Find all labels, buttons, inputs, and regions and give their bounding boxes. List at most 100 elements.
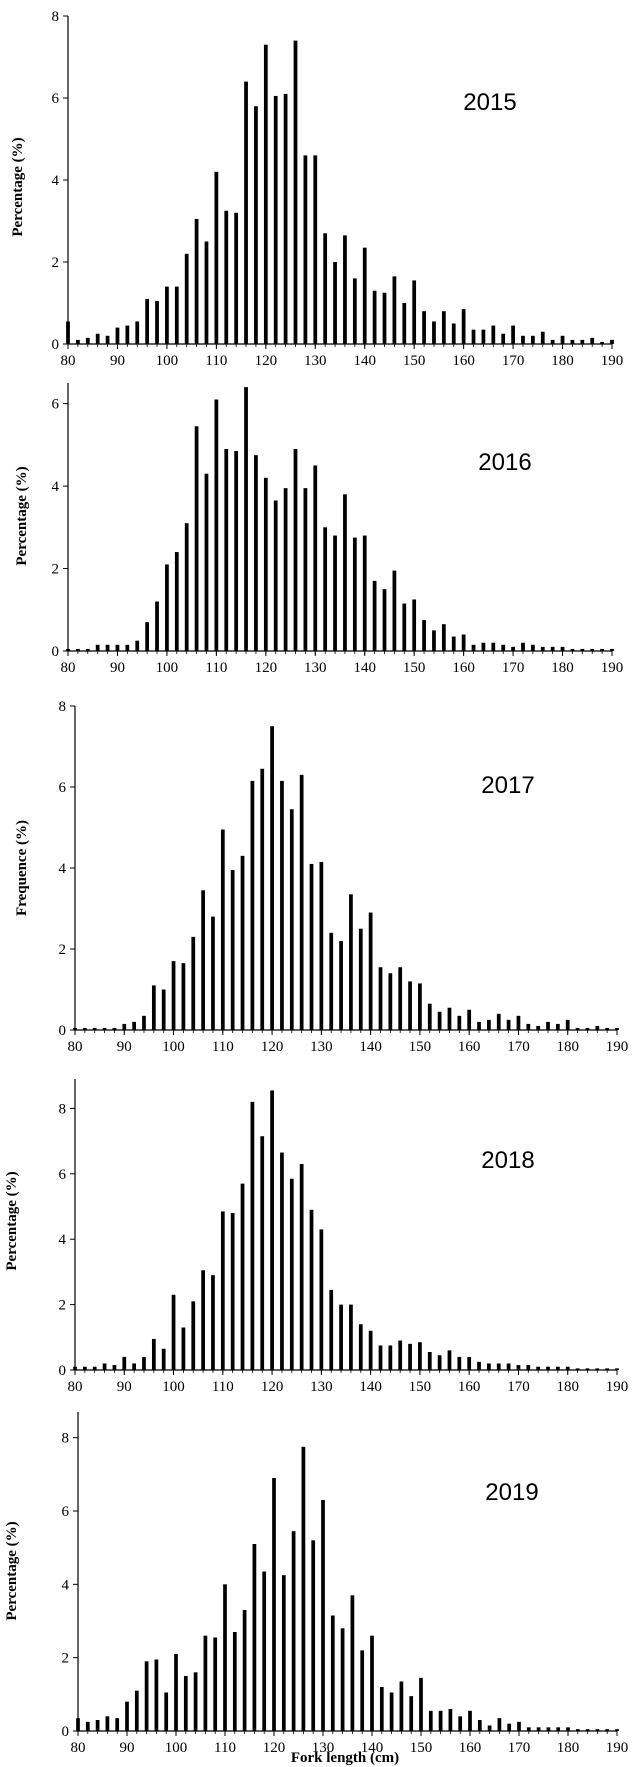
y-axis-title: Percentage (%)	[4, 1171, 20, 1270]
x-tick-label: 130	[312, 1740, 335, 1756]
x-tick-label: 120	[261, 1039, 284, 1055]
bar	[311, 1540, 316, 1731]
bar	[319, 861, 324, 1030]
bar	[540, 646, 545, 651]
bar	[409, 1696, 414, 1731]
bar	[615, 1368, 619, 1370]
x-tick-label: 170	[507, 1379, 530, 1395]
x-tick-label: 160	[458, 1039, 481, 1055]
bar	[372, 290, 377, 344]
bar	[155, 300, 159, 344]
bar	[135, 640, 140, 651]
bar	[360, 1650, 365, 1731]
x-tick-label: 130	[310, 1379, 333, 1395]
bar	[115, 644, 120, 651]
x-tick-label: 110	[212, 1039, 234, 1055]
bar	[461, 309, 466, 344]
bar	[250, 780, 255, 1030]
bar	[595, 1729, 600, 1731]
bar	[155, 601, 159, 651]
bar	[181, 963, 186, 1030]
bar	[330, 1615, 335, 1731]
x-tick-label: 170	[507, 1039, 530, 1055]
bar	[213, 1637, 218, 1731]
x-tick-label: 150	[409, 1379, 432, 1395]
bar	[412, 280, 417, 344]
bar	[501, 333, 506, 344]
x-tick-label: 170	[508, 1740, 531, 1756]
bar	[319, 1229, 324, 1370]
bar	[66, 648, 70, 651]
bar	[343, 494, 347, 651]
bar	[174, 286, 179, 344]
bar	[293, 448, 298, 651]
bar	[283, 93, 288, 345]
x-tick-label: 100	[156, 353, 179, 369]
x-tick-label: 150	[410, 1740, 433, 1756]
x-tick-label: 170	[502, 353, 525, 369]
year-annotation: 2016	[478, 449, 531, 476]
bar	[293, 40, 298, 344]
bar	[610, 648, 614, 651]
bar	[511, 325, 515, 344]
y-tick-label: 2	[59, 942, 67, 958]
x-tick-label: 190	[606, 1379, 629, 1395]
bar	[565, 1019, 570, 1030]
bar	[600, 341, 604, 344]
bar	[82, 1366, 87, 1370]
x-tick-label: 100	[162, 1379, 185, 1395]
bar	[428, 1710, 433, 1731]
bar	[240, 1183, 245, 1370]
y-tick-label: 0	[59, 1023, 67, 1039]
bar	[125, 1701, 129, 1731]
bar	[214, 399, 219, 651]
bar	[546, 1727, 551, 1731]
bar	[272, 1478, 276, 1731]
bar	[501, 644, 506, 651]
x-tick-label: 160	[452, 660, 475, 676]
bar	[437, 1011, 442, 1030]
bar	[427, 1003, 432, 1030]
bar	[234, 212, 239, 344]
bar	[441, 311, 446, 344]
y-tick-label: 4	[52, 479, 60, 495]
bar	[468, 1710, 472, 1731]
bar	[497, 1718, 502, 1731]
bar	[232, 1632, 237, 1731]
bar	[145, 298, 150, 344]
x-tick-label: 160	[459, 1740, 482, 1756]
bar	[487, 1363, 491, 1370]
x-tick-label: 120	[255, 660, 278, 676]
bar	[171, 961, 176, 1030]
bar	[432, 630, 436, 651]
x-tick-label: 90	[110, 660, 125, 676]
bar	[585, 1368, 590, 1370]
bar	[204, 473, 209, 651]
bar	[477, 1720, 482, 1731]
year-annotation: 2019	[485, 1479, 538, 1506]
x-tick-label: 140	[353, 660, 376, 676]
bar	[105, 1716, 110, 1731]
bar	[280, 1152, 284, 1370]
bar	[349, 894, 353, 1030]
y-tick-label: 8	[52, 9, 60, 25]
bar	[398, 967, 403, 1030]
bar	[291, 1531, 296, 1731]
bar	[252, 1544, 257, 1731]
bar	[343, 235, 347, 344]
y-tick-label: 4	[59, 1232, 67, 1248]
y-tick-label: 4	[59, 861, 67, 877]
x-tick-label: 110	[214, 1740, 236, 1756]
bar	[526, 1023, 531, 1030]
chart-panel-2019: 0 2 4 6 8 80 90 100 110 120 130 140 150 160 170 180 190 2…	[4, 1412, 628, 1766]
bar	[95, 644, 100, 651]
bar	[73, 1366, 77, 1370]
bar	[389, 1692, 394, 1731]
y-axis-title: Percentage (%)	[10, 137, 26, 236]
bar	[605, 1368, 610, 1370]
bar	[402, 303, 407, 344]
bar	[151, 985, 156, 1030]
y-tick-label: 0	[59, 1363, 67, 1379]
x-tick-label: 180	[551, 353, 574, 369]
bar	[260, 1136, 265, 1370]
